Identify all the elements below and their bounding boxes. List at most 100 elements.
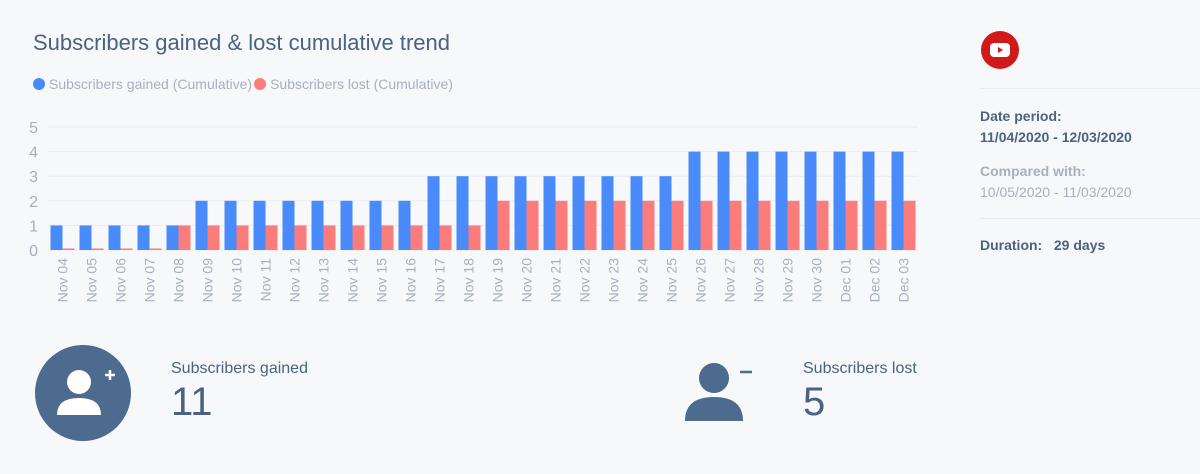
bar-lost	[758, 200, 771, 250]
bar-lost	[642, 200, 655, 250]
bar-lost	[671, 200, 684, 250]
y-tick-label: 0	[29, 243, 38, 260]
bar-lost	[816, 200, 829, 250]
gained-label: Subscribers gained	[171, 360, 308, 377]
x-tick-label: Nov 08	[171, 258, 187, 303]
x-tick-label: Nov 19	[490, 258, 506, 303]
bar-gained	[717, 151, 730, 250]
bar-gained	[630, 176, 643, 250]
bar-gained	[282, 200, 295, 250]
x-tick-label: Nov 04	[55, 258, 71, 303]
duration-value: 29 days	[1053, 237, 1106, 253]
bar-lost	[729, 200, 742, 250]
compared-label: Compared with:	[980, 163, 1086, 179]
x-tick-label: Nov 13	[316, 258, 332, 303]
x-tick-label: Nov 25	[664, 258, 680, 303]
y-tick-label: 2	[29, 194, 38, 211]
bar-gained	[166, 225, 179, 250]
x-tick-label: Nov 10	[229, 258, 245, 303]
bar-gained	[514, 176, 527, 250]
x-tick-label: Nov 29	[780, 258, 796, 303]
bar-lost	[236, 225, 249, 250]
x-tick-label: Nov 12	[287, 258, 303, 303]
legend-dot-lost	[254, 78, 267, 90]
x-tick-label: Nov 15	[374, 258, 390, 303]
user-plus-icon	[35, 345, 131, 441]
x-tick-label: Nov 09	[200, 258, 216, 303]
bar-lost	[323, 225, 336, 250]
bar-lost	[178, 225, 191, 250]
y-tick-label: 4	[29, 145, 38, 162]
chart-legend: Subscribers gained (Cumulative) Subscrib…	[33, 76, 455, 92]
bar-lost	[903, 200, 916, 250]
bar-lost	[149, 248, 162, 250]
bar-lost	[265, 225, 278, 250]
bar-gained	[50, 225, 63, 250]
bar-gained	[775, 151, 788, 250]
bar-gained	[311, 200, 324, 250]
bar-lost	[613, 200, 626, 250]
bar-gained	[369, 200, 382, 250]
bar-gained	[746, 151, 759, 250]
x-tick-label: Nov 21	[548, 258, 564, 303]
bar-lost	[294, 225, 307, 250]
bar-chart: 0 1 2 3 4 5 Nov 04 Nov 05 Nov 06 Nov 07 Nov 08 Nov …	[29, 120, 918, 303]
legend-dot-gained	[33, 78, 45, 90]
bar-gained	[137, 225, 150, 250]
legend-label-lost: Subscribers lost (Cumulative)	[270, 76, 453, 92]
bar-lost	[555, 200, 568, 250]
bar-lost	[845, 200, 858, 250]
bar-lost	[381, 225, 394, 250]
y-tick-label: 5	[29, 120, 38, 137]
bar-lost	[584, 200, 597, 250]
lost-value: 5	[803, 380, 826, 424]
bar-lost	[468, 225, 481, 250]
y-tick-label: 3	[29, 169, 38, 186]
bar-lost	[439, 225, 452, 250]
x-tick-label: Nov 06	[113, 258, 129, 303]
bar-gained	[195, 200, 208, 250]
bar-lost	[352, 225, 365, 250]
bar-lost	[874, 200, 887, 250]
x-tick-label: Nov 20	[519, 258, 535, 303]
x-tick-label: Dec 01	[838, 258, 854, 303]
bar-lost	[207, 225, 220, 250]
divider	[980, 88, 1200, 89]
bar-gained	[340, 200, 353, 250]
bar-gained	[891, 151, 904, 250]
bar-gained	[833, 151, 846, 250]
divider	[980, 218, 1200, 219]
bar-lost	[120, 248, 133, 250]
compared-value: 10/05/2020 - 11/03/2020	[980, 184, 1132, 200]
bar-lost	[62, 248, 75, 250]
x-tick-label: Nov 17	[432, 258, 448, 303]
bar-gained	[224, 200, 237, 250]
x-tick-label: Dec 02	[867, 258, 883, 303]
x-tick-label: Nov 27	[722, 258, 738, 303]
bar-lost	[497, 200, 510, 250]
legend-item-lost[interactable]: Subscribers lost (Cumulative)	[254, 76, 453, 92]
bar-gained	[108, 225, 121, 250]
legend-label-gained: Subscribers gained (Cumulative)	[49, 76, 253, 92]
bar-gained	[804, 151, 817, 250]
x-tick-label: Nov 14	[345, 258, 361, 303]
x-tick-label: Nov 28	[751, 258, 767, 303]
bar-gained	[398, 200, 411, 250]
x-tick-label: Nov 18	[461, 258, 477, 303]
bar-gained	[862, 151, 875, 250]
bar-lost	[526, 200, 539, 250]
chart-title: Subscribers gained & lost cumulative tre…	[33, 30, 450, 55]
legend-item-gained[interactable]: Subscribers gained (Cumulative)	[33, 76, 252, 92]
bar-gained	[659, 176, 672, 250]
bar-lost	[787, 200, 800, 250]
x-tick-label: Nov 24	[635, 258, 651, 303]
bar-gained	[253, 200, 266, 250]
bar-lost	[91, 248, 104, 250]
date-period-value: 11/04/2020 - 12/03/2020	[980, 129, 1132, 145]
bar-gained	[79, 225, 92, 250]
bar-gained	[601, 176, 614, 250]
date-period-label: Date period:	[980, 108, 1062, 124]
x-tick-label: Nov 23	[606, 258, 622, 303]
duration-label-text: Duration:	[980, 237, 1043, 253]
x-tick-label: Nov 30	[809, 258, 825, 303]
